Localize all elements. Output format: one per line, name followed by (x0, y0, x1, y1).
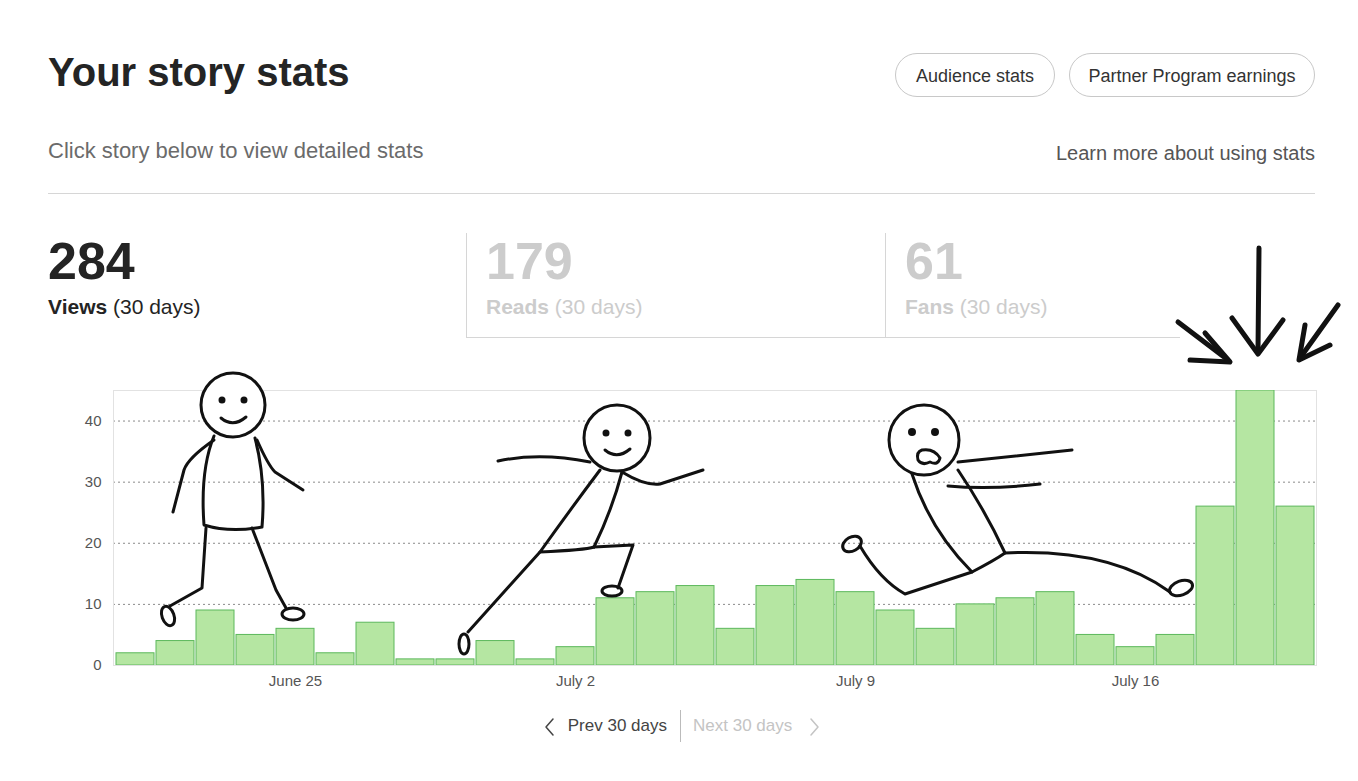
html-text:179: 179 (486, 232, 573, 290)
html-text:Views (30 days): Views (30 days) (48, 295, 201, 318)
svg-text:10: 10 (85, 595, 102, 612)
html-text:Reads (30 days): Reads (30 days) (486, 295, 643, 318)
svg-text:July 9: July 9 (836, 672, 875, 689)
svg-text:40: 40 (85, 412, 102, 429)
svg-text:June 25: June 25 (269, 672, 322, 689)
html-text:Audience stats: Audience stats (916, 66, 1034, 86)
html-text:Click story below to view deta: Click story below to view detailed stats (48, 138, 424, 163)
svg-text:0: 0 (93, 656, 101, 673)
html-text:Learn more about using stats: Learn more about using stats (1056, 142, 1315, 164)
html-text:Partner Program earnings: Partner Program earnings (1088, 66, 1296, 86)
svg-text:July 16: July 16 (1112, 672, 1160, 689)
html-text:61: 61 (905, 232, 963, 290)
html-text:284: 284 (48, 232, 135, 290)
svg-text:20: 20 (85, 534, 102, 551)
svg-text:July 2: July 2 (556, 672, 595, 689)
svg-text:30: 30 (85, 473, 102, 490)
html-text:Fans (30 days): Fans (30 days) (905, 295, 1048, 318)
html-text:Your story stats: Your story stats (48, 50, 350, 94)
html-text:Next 30 days: Next 30 days (693, 716, 793, 735)
html-text:Prev 30 days: Prev 30 days (567, 716, 667, 735)
